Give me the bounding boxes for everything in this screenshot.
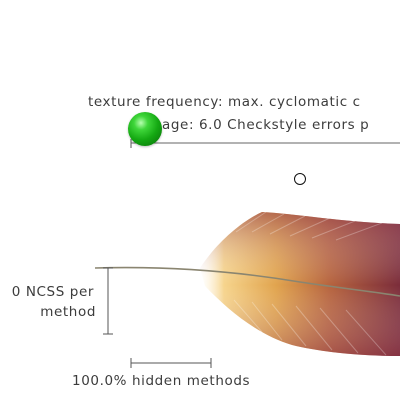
ncss-label-line1: 0 NCSS per [11, 284, 94, 300]
texture-frequency-label: texture frequency: max. cyclomatic c [88, 94, 361, 110]
hidden-methods-label: 100.0% hidden methods [72, 373, 251, 389]
green-sphere-icon[interactable] [128, 112, 162, 146]
feather-shaft [94, 266, 400, 297]
feather-vane [200, 211, 400, 356]
ncss-label-line2: method [40, 304, 96, 320]
cursor-ring-icon [294, 173, 306, 185]
checkstyle-errors-label: age: 6.0 Checkstyle errors p [162, 117, 370, 133]
